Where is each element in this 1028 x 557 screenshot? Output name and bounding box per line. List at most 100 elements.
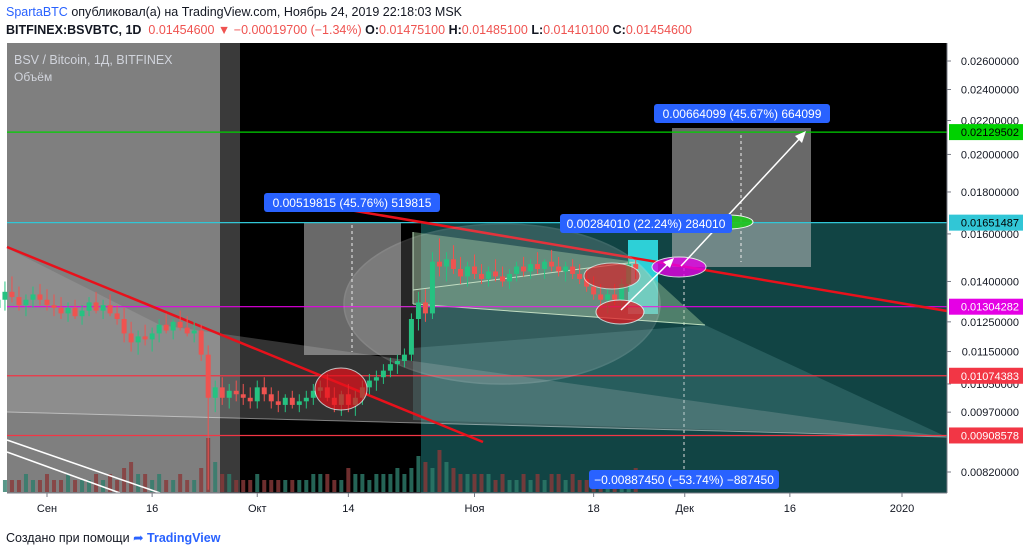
candle-body <box>9 291 15 298</box>
red-ellipse-upper <box>583 262 641 290</box>
level-lines <box>7 131 947 437</box>
shaded-region-left <box>7 43 220 493</box>
candle-body <box>366 380 372 388</box>
candle-body <box>100 305 106 311</box>
volume-bar <box>542 480 547 492</box>
volume-bar <box>37 480 42 492</box>
candle-body <box>135 336 141 343</box>
candle-body <box>212 387 218 398</box>
measure-label-3-bg <box>654 104 830 123</box>
candle-body <box>233 390 239 395</box>
publish-line: SpartaBTC опубликовал(а) на TradingView.… <box>6 5 462 19</box>
candle-body <box>464 266 470 277</box>
price-tick-label: 0.01800000 <box>961 187 1019 199</box>
volume-bar <box>479 474 484 492</box>
volume-bar <box>23 474 28 492</box>
footer: Создано при помощи ➦ TradingView <box>6 530 220 545</box>
measure-label-4: −0.00887450 (−53.74%) −887450 <box>594 473 774 487</box>
arrow-up-1-head <box>663 258 674 268</box>
volume-bar <box>45 474 49 492</box>
volume-bar <box>528 480 533 492</box>
candle-body <box>149 333 155 340</box>
candle-body <box>429 261 435 314</box>
volume-bar <box>80 480 85 492</box>
candle-body <box>521 266 527 272</box>
candle-body <box>436 261 442 267</box>
candle-body <box>542 261 548 269</box>
tradingview-logo-icon[interactable]: ➦ <box>133 531 144 545</box>
white-trend-line-b <box>6 451 121 494</box>
red-downtrend-line[interactable] <box>6 245 484 444</box>
volume-bar <box>332 480 337 492</box>
shaded-region-strip <box>220 43 240 493</box>
candle-body <box>563 266 569 272</box>
footer-brand[interactable]: TradingView <box>147 531 221 545</box>
volume-bar <box>374 474 379 492</box>
measure-label-2: 0.00284010 (22.24%) 284010 <box>567 217 726 231</box>
volume-bar <box>388 474 393 492</box>
volume-bar <box>437 450 442 492</box>
measure-label-1: 0.00519815 (45.76%) 519815 <box>273 196 432 210</box>
candle-body <box>51 305 57 308</box>
volume-bar <box>360 474 365 492</box>
candle-body <box>198 330 204 355</box>
symbol-label: BITFINEX:BSVBTC, 1D <box>6 23 142 37</box>
price-tick-label: 0.02000000 <box>961 149 1019 161</box>
price-label: 0.02129502 <box>961 127 1019 139</box>
volume-bar <box>129 462 134 492</box>
volume-bar <box>493 480 498 492</box>
candle-body <box>387 364 393 371</box>
red-ellipse-breakout <box>314 367 368 411</box>
price-axis[interactable] <box>947 43 1028 493</box>
volume-bar <box>227 474 232 492</box>
time-tick-label: 2020 <box>890 503 914 515</box>
time-axis[interactable] <box>7 493 947 519</box>
candle-body <box>303 397 309 402</box>
volume-bar <box>73 480 78 492</box>
last-price: 0.01454600 <box>148 23 215 37</box>
down-arrow-icon: ▼ <box>217 23 231 37</box>
volume-bar <box>472 474 477 492</box>
candle-body <box>37 294 43 300</box>
candle-body <box>443 259 449 267</box>
price-chart[interactable]: 0.00519815 (45.76%) 519815 0.00284010 (2… <box>0 42 1028 524</box>
volume-bar <box>87 480 92 492</box>
price-label: 0.01651487 <box>961 218 1019 230</box>
measure-label-3: 0.00664099 (45.67%) 664099 <box>663 107 822 121</box>
volume-bar <box>367 480 372 492</box>
volume-bar <box>157 474 162 492</box>
candle-body <box>619 284 625 300</box>
time-tick-label: 16 <box>784 503 796 515</box>
volume-bar <box>262 480 267 492</box>
volume-bar <box>381 474 386 492</box>
candle-body <box>401 354 407 361</box>
volume-bar <box>402 474 407 492</box>
candle-body <box>577 273 583 279</box>
candle-body <box>142 336 148 340</box>
price-label-bg <box>949 214 1023 231</box>
candle-body <box>86 302 92 311</box>
volume-bar <box>297 480 302 492</box>
candle-body <box>422 302 428 314</box>
candle-body <box>472 266 477 274</box>
volume-bar <box>521 474 526 492</box>
candle-body <box>114 313 120 320</box>
volume-bar <box>94 474 99 492</box>
volume-bar <box>346 468 351 492</box>
volume-bar <box>59 480 64 492</box>
volume-bar <box>584 480 589 492</box>
legend-volume: Объём <box>14 70 52 84</box>
red-resistance-line[interactable] <box>319 203 948 313</box>
candle-body <box>373 377 379 381</box>
price-tick-label: 0.01400000 <box>961 276 1019 288</box>
candle-body <box>633 264 639 269</box>
publisher-link[interactable]: SpartaBTC <box>6 5 68 19</box>
measure-label-2-bg <box>560 214 732 233</box>
candle-body <box>93 302 99 311</box>
volume-bar <box>325 474 330 492</box>
volume-bar <box>136 474 141 492</box>
volume-bar <box>171 480 176 492</box>
volume-bar <box>409 468 414 492</box>
candle-body <box>170 321 176 331</box>
price-label: 0.00908578 <box>961 430 1019 442</box>
